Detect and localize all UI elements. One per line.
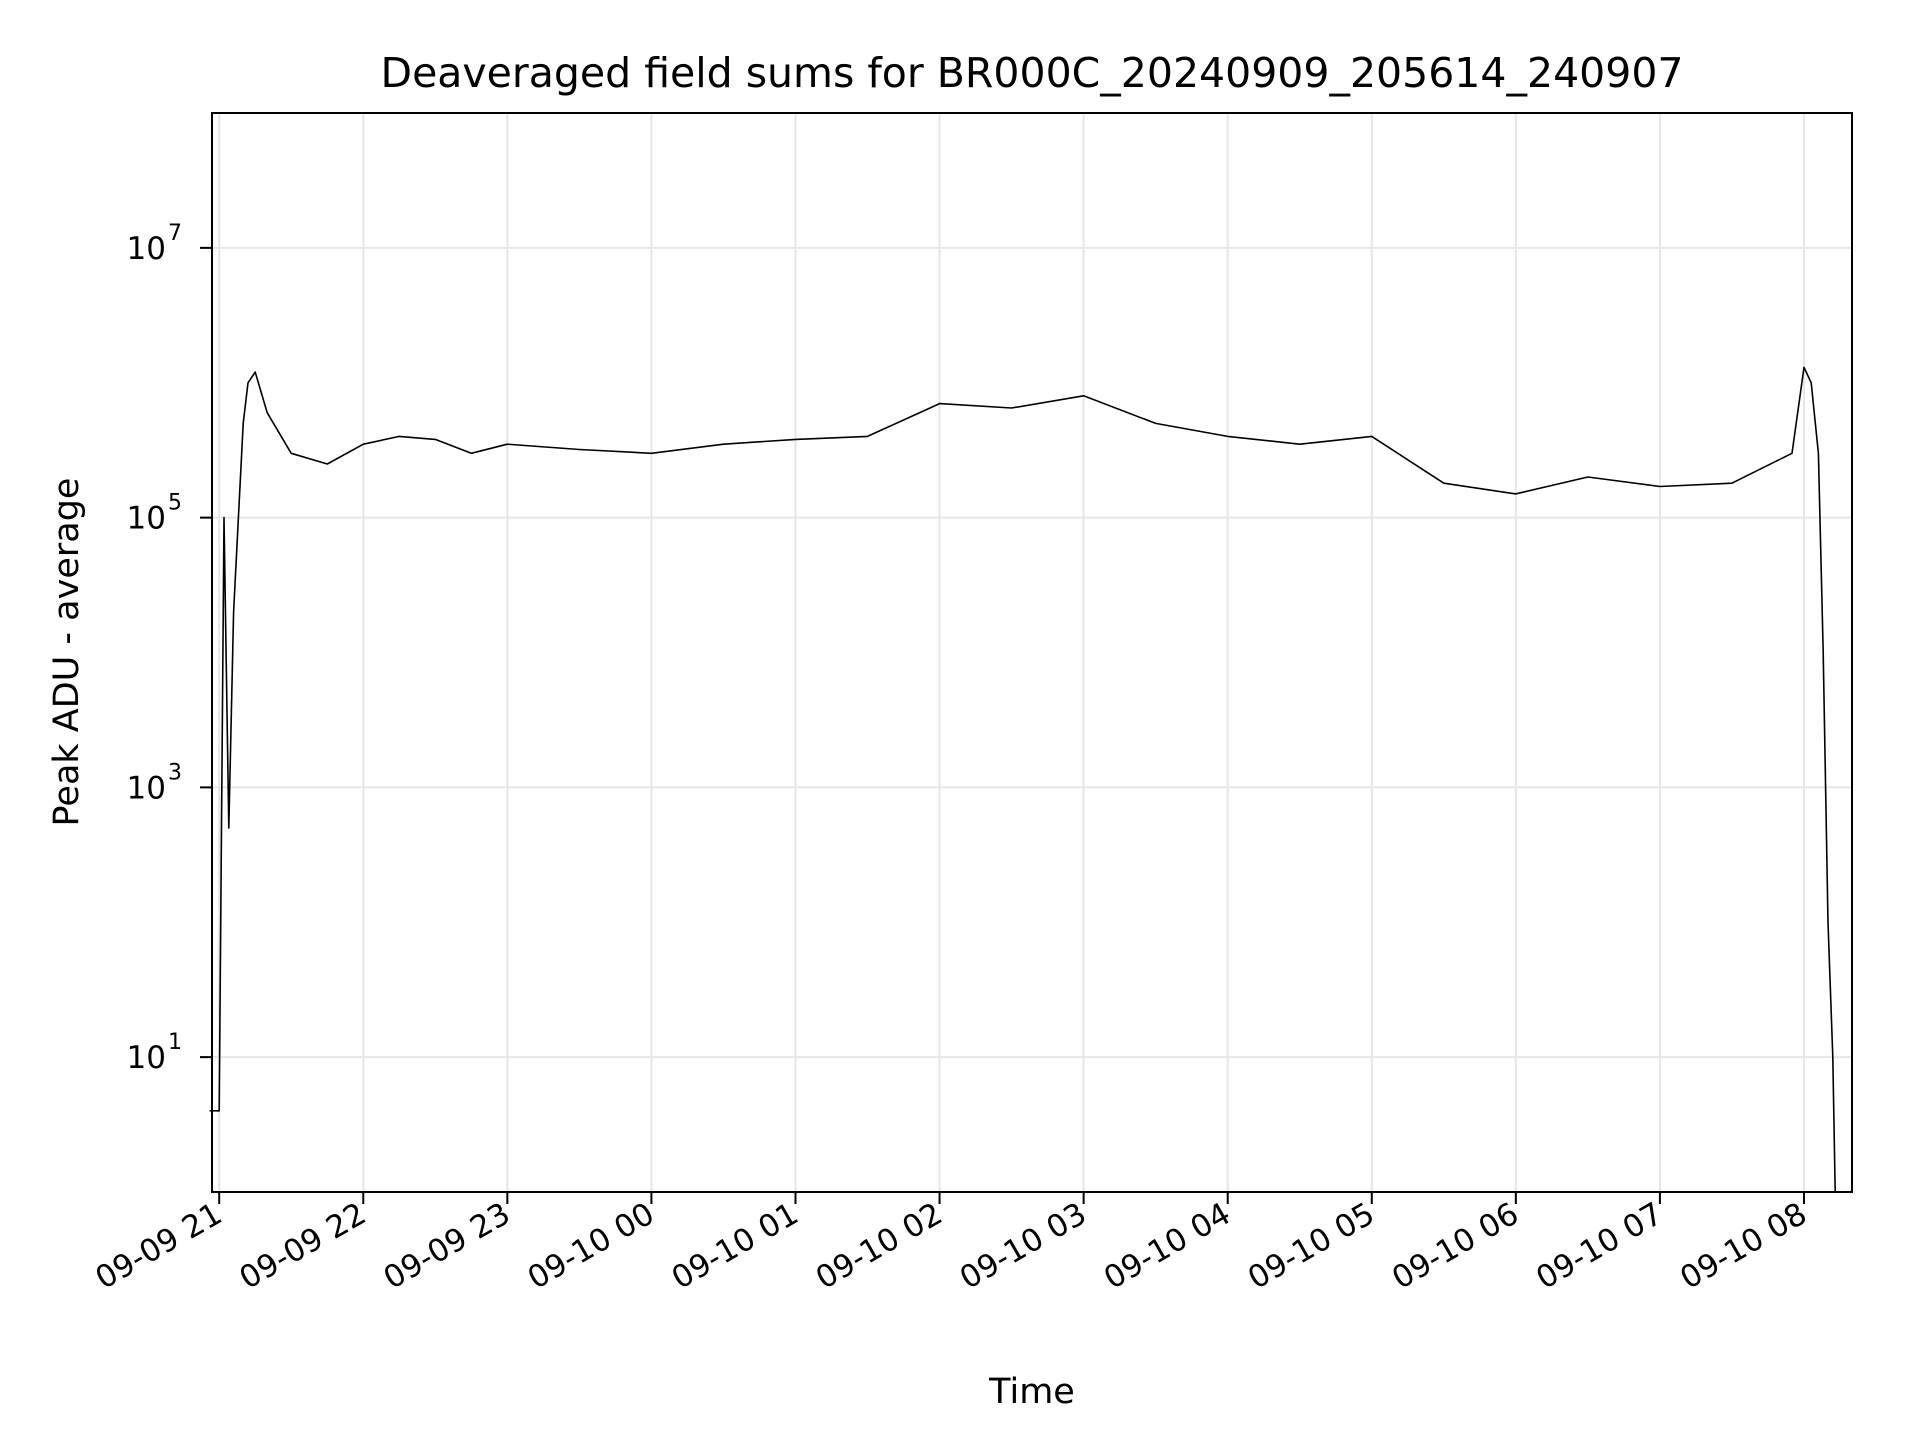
chart-title: Deaveraged field sums for BR000C_2024090… <box>381 49 1684 97</box>
y-tick-exponent: 3 <box>168 760 182 785</box>
y-tick-label: 10 <box>127 231 166 267</box>
plot-lines <box>209 366 1836 1193</box>
y-tick-exponent: 1 <box>168 1030 182 1055</box>
series-line <box>209 366 1836 1193</box>
grid-lines <box>212 113 1852 1192</box>
y-tick-label: 10 <box>127 1040 166 1076</box>
x-axis-label: Time <box>988 1372 1075 1412</box>
y-tick-exponent: 7 <box>168 221 182 246</box>
plot-frame <box>211 112 1853 1193</box>
y-tick-label: 10 <box>127 501 166 537</box>
y-tick-exponent: 5 <box>168 491 182 516</box>
y-axis-label: Peak ADU - average <box>47 478 87 827</box>
y-tick-label: 10 <box>127 770 166 806</box>
